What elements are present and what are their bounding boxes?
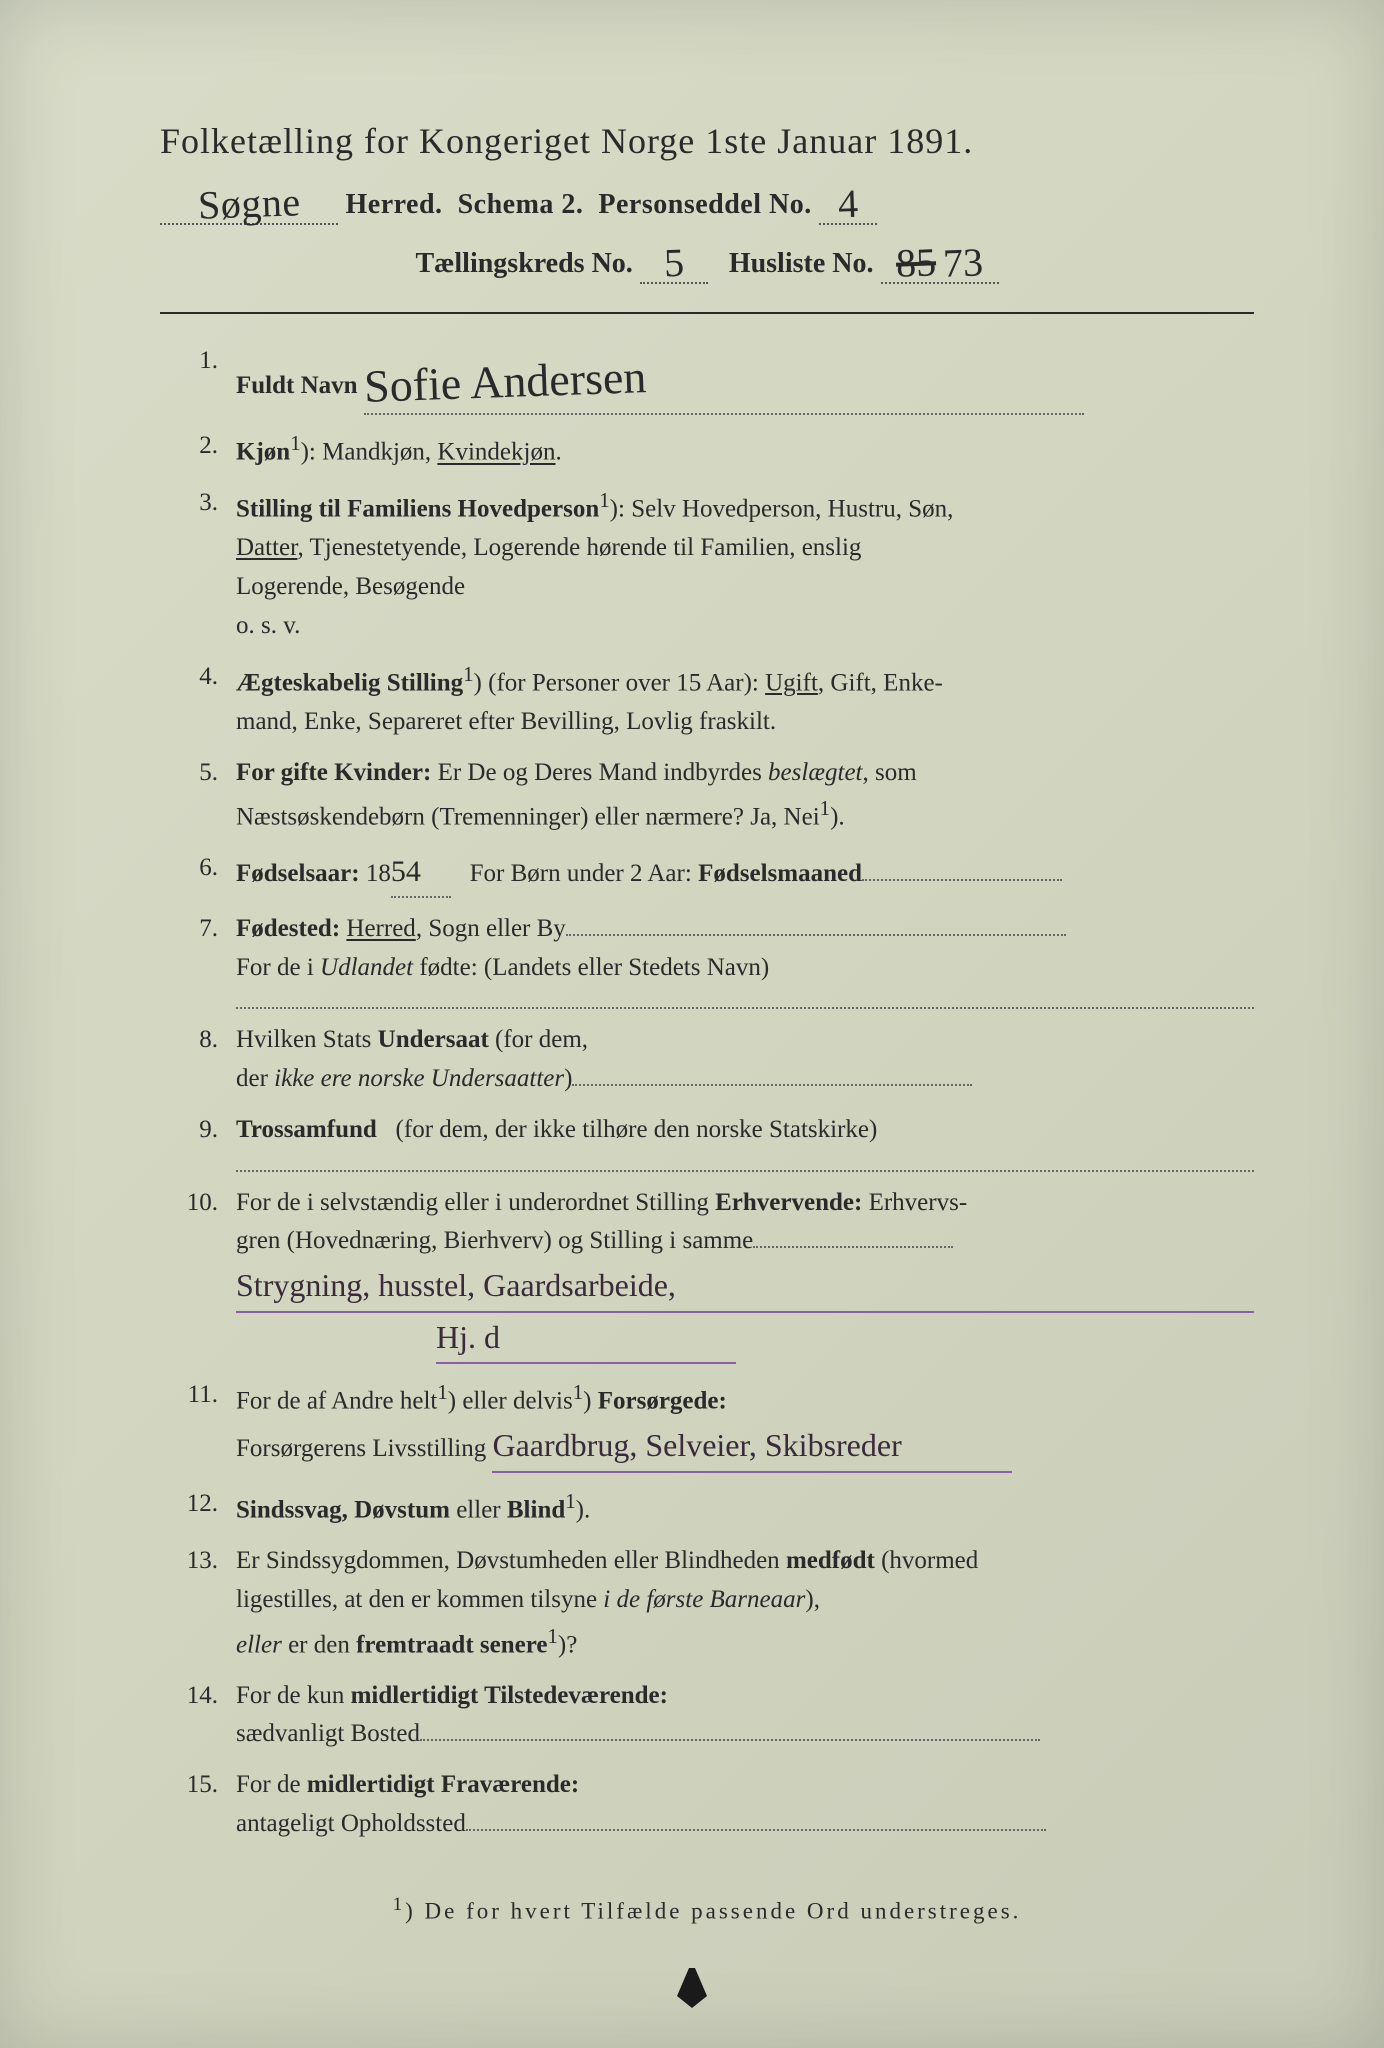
page-tear (677, 1968, 707, 2008)
header-line-3: Tællingskreds No. 5 Husliste No. 85 73 (160, 235, 1254, 284)
q2-row: 2. Kjøn1): Mandkjøn, Kvindekjøn. (160, 427, 1254, 472)
marital-selected: Ugift (765, 669, 818, 696)
header-line-2: Søgne Herred. Schema 2. Personseddel No.… (160, 176, 1254, 225)
q8-row: 8. Hvilken Stats Undersaat (for dem, der… (160, 1021, 1254, 1099)
full-name-handwritten: Sofie Andersen (363, 341, 648, 422)
form-header: Folketælling for Kongeriget Norge 1ste J… (160, 120, 1254, 284)
herred-handwritten: Søgne (197, 178, 301, 229)
husliste-strike: 85 (895, 238, 937, 286)
birth-year: 54 (391, 855, 421, 888)
personseddel-no: 4 (837, 180, 859, 228)
occupation-handwritten-1: Strygning, husstel, Gaardsarbeide, (236, 1267, 676, 1303)
birthplace-selected: Herred (346, 915, 415, 942)
q15-row: 15. For de midlertidigt Fraværende: anta… (160, 1766, 1254, 1844)
provider-handwritten: Gaardbrug, Selveier, Skibsreder (492, 1427, 901, 1463)
q7-row: 7. Fødested: Herred, Sogn eller By For d… (160, 910, 1254, 1010)
census-form-page: Folketælling for Kongeriget Norge 1ste J… (0, 0, 1384, 2048)
q9-row: 9. Trossamfund (for dem, der ikke tilhør… (160, 1111, 1254, 1172)
divider (160, 312, 1254, 314)
husliste-no: 73 (942, 238, 984, 286)
q3-row: 3. Stilling til Familiens Hovedperson1):… (160, 484, 1254, 645)
form-title: Folketælling for Kongeriget Norge 1ste J… (160, 120, 1254, 162)
kreds-no: 5 (663, 239, 685, 287)
relation-selected: Datter (236, 534, 297, 561)
q1-row: 1. Fuldt Navn Sofie Andersen (160, 342, 1254, 415)
q12-row: 12. Sindssvag, Døvstum eller Blind1). (160, 1485, 1254, 1530)
q5-row: 5. For gifte Kvinder: Er De og Deres Man… (160, 754, 1254, 838)
q11-row: 11. For de af Andre helt1) eller delvis1… (160, 1376, 1254, 1473)
sex-selected: Kvindekjøn (437, 439, 555, 466)
q6-row: 6. Fødselsaar: 1854 For Børn under 2 Aar… (160, 849, 1254, 898)
q13-row: 13. Er Sindssygdommen, Døvstumheden elle… (160, 1542, 1254, 1665)
q10-row: 10. For de i selvstændig eller i underor… (160, 1184, 1254, 1365)
occupation-handwritten-2: Hj. d (436, 1319, 500, 1355)
form-entries: 1. Fuldt Navn Sofie Andersen 2. Kjøn1): … (160, 342, 1254, 1844)
q14-row: 14. For de kun midlertidigt Tilstedevære… (160, 1677, 1254, 1755)
footnote: 1) De for hvert Tilfælde passende Ord un… (160, 1894, 1254, 1925)
q4-row: 4. Ægteskabelig Stilling1) (for Personer… (160, 658, 1254, 742)
